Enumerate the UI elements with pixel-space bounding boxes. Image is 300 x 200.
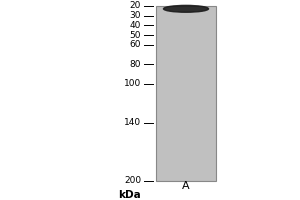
Text: 60: 60 — [130, 40, 141, 49]
Text: kDa: kDa — [118, 190, 141, 200]
Text: A: A — [182, 181, 190, 191]
Text: 200: 200 — [124, 176, 141, 185]
Text: 40: 40 — [130, 21, 141, 30]
Text: 30: 30 — [130, 11, 141, 20]
Text: 140: 140 — [124, 118, 141, 127]
Bar — [156, 6, 216, 181]
Text: 50: 50 — [130, 31, 141, 40]
Text: 100: 100 — [124, 79, 141, 88]
Ellipse shape — [164, 5, 208, 12]
Text: 80: 80 — [130, 60, 141, 69]
Text: 20: 20 — [130, 1, 141, 10]
